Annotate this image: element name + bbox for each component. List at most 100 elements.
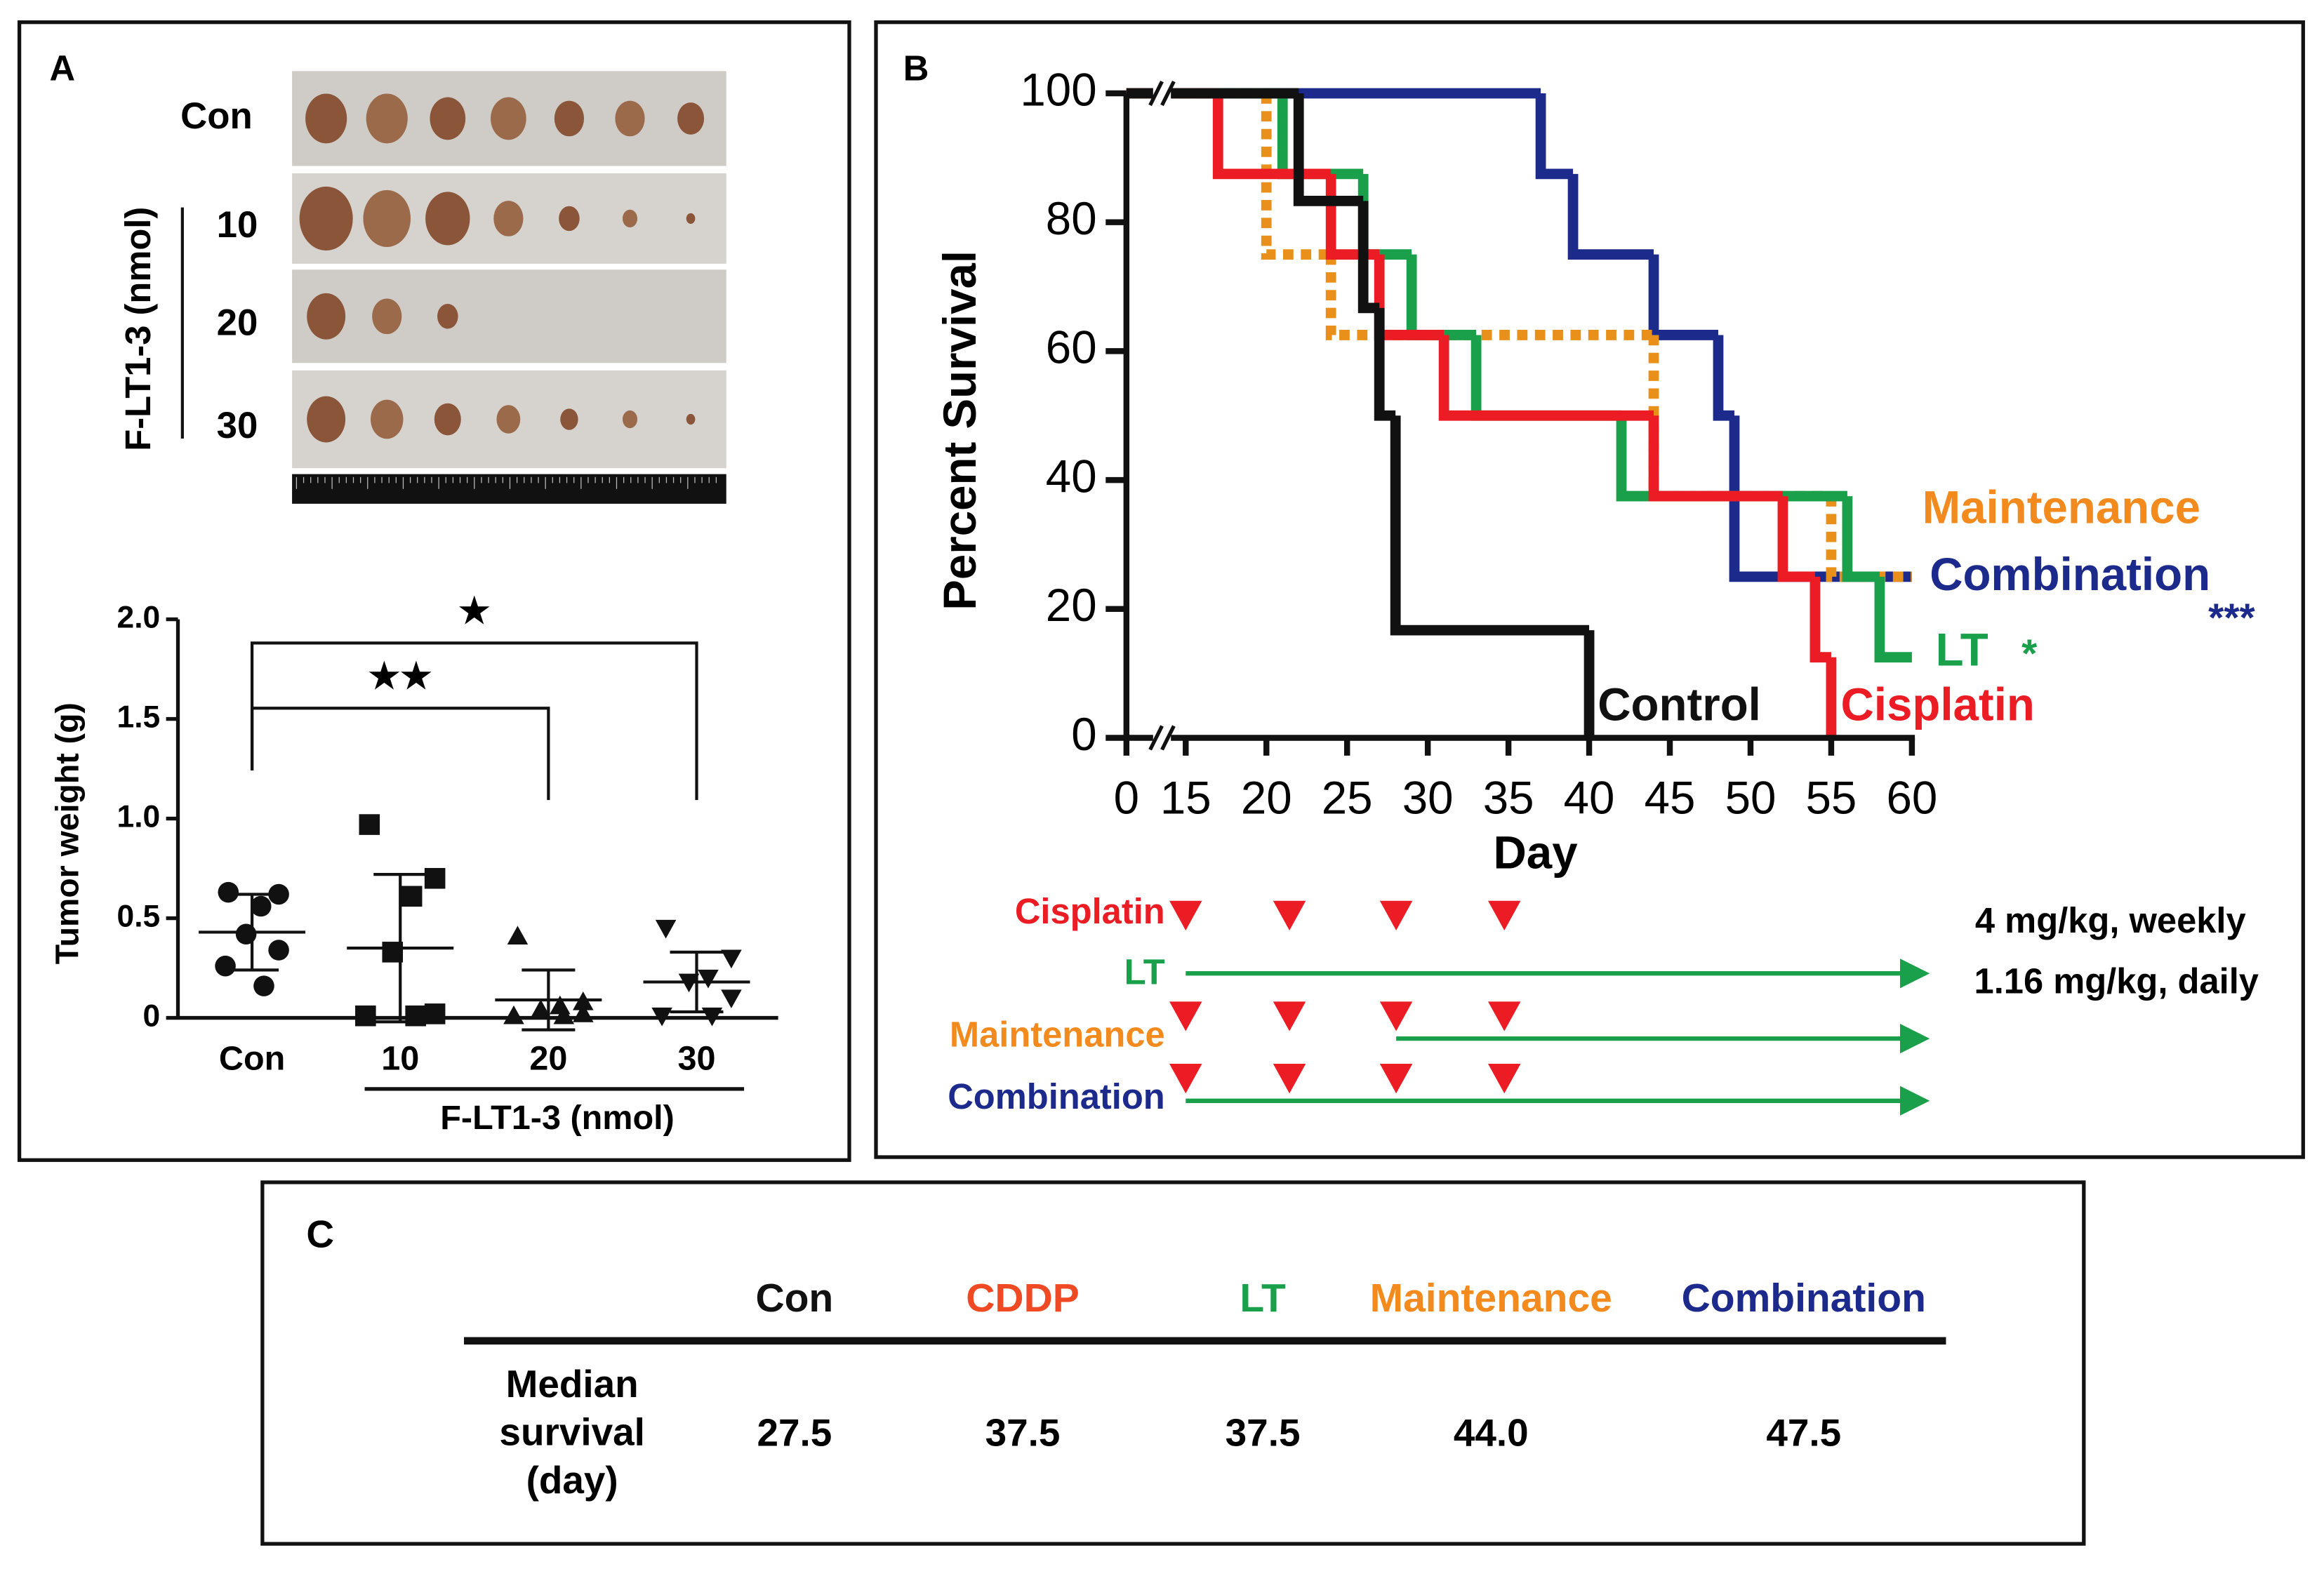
significance-label: * [2021,631,2038,676]
dose-arrow [1273,1064,1306,1094]
tumor [372,298,402,335]
x-tick-label: 45 [1645,773,1696,824]
schedule-label: Combination [948,1076,1165,1116]
panel-a-frame [17,20,851,1162]
survival-step [1713,335,1734,421]
dose-arrow [1488,1064,1521,1094]
dose-arrow [1169,900,1202,930]
table-cell: 44.0 [1454,1410,1529,1454]
panel-label: C [306,1213,334,1256]
schedule-note: 1.16 mg/kg, daily [1974,961,2259,1001]
tumor [615,100,645,137]
x-tick-label: 0 [1114,773,1139,824]
tumor [305,93,347,144]
schedule-note: 4 mg/kg, weekly [1975,900,2246,940]
y-tick-label: 100 [1020,64,1096,115]
survival-step [1357,201,1380,314]
tumor [491,97,526,140]
data-point [359,814,380,835]
x-tick-label: 20 [1241,773,1292,824]
panel-label: B [903,48,929,88]
tumor [554,100,585,137]
series-label: Cisplatin [1841,679,2035,730]
x-tick-label: 30 [1402,773,1454,824]
survival-step [1374,307,1396,421]
data-point [250,895,272,917]
tumor [496,405,521,434]
data-point [401,886,423,907]
y-axis-label: Percent Survival [934,251,985,610]
dose-arrow [1273,1001,1306,1031]
data-point [530,999,552,1019]
x-tick-label: 15 [1160,773,1211,824]
axis-break [1148,80,1176,107]
data-point [721,989,742,1008]
y-tick-label: 0 [143,999,161,1033]
x-tick-label: 55 [1806,773,1857,824]
schedule-label: Cisplatin [1015,891,1165,931]
survival-step [1567,173,1654,260]
y-tick-label: 1.5 [117,700,161,734]
ruler [292,474,726,504]
tumor [686,213,696,225]
tumor [560,408,578,430]
significance-label: ★★ [368,655,432,695]
table-header: LT [1240,1276,1286,1321]
tumor [299,186,353,251]
series-label: Control [1598,679,1761,730]
y-tick-label: 0 [1071,709,1096,760]
survival-step [1261,93,1332,260]
data-point [218,881,239,903]
y-tick-label: 2.0 [117,600,161,634]
survival-step [1777,496,1815,582]
survival-step [1874,576,1912,663]
survival-step [1293,93,1364,206]
survival-step [1390,415,1590,636]
table-cell: 37.5 [985,1410,1061,1454]
dose-arrow [1379,900,1413,930]
significance-bracket [250,641,698,801]
y-tick-label: 0.5 [117,899,161,933]
table-cell: 47.5 [1766,1410,1841,1454]
dose-arrow [1169,1001,1202,1031]
tumor [493,201,524,236]
table-cell: 37.5 [1226,1410,1301,1454]
dose-arrow [1488,900,1521,930]
y-axis-label: Tumor weight (g) [49,702,86,964]
x-tick-label: 25 [1322,773,1373,824]
data-point [503,1005,524,1024]
survival-step [1810,576,1831,663]
tumor [434,403,461,436]
tumor [307,396,346,443]
x-tick-label: 35 [1483,773,1534,824]
tumor [366,93,408,144]
data-point [424,1003,446,1024]
data-point [253,975,274,996]
survival-step [1842,496,1880,582]
significance-label: ★ [458,591,490,631]
dose-arrow [1379,1064,1413,1094]
tumor [363,189,411,247]
data-point [553,1005,575,1024]
treatment-arrowhead [1899,1086,1930,1116]
dose-arrow [1169,1064,1202,1094]
tumor [370,399,404,439]
dose-arrow [1379,1001,1413,1031]
treatment-arrowhead [1899,959,1930,989]
tumor [622,410,638,429]
x-tick-label: 60 [1886,773,1937,824]
schedule-label: LT [1124,952,1165,992]
photo-row [292,269,726,363]
x-tick-label: 50 [1725,773,1777,824]
data-point [507,926,529,944]
panel-label: A [50,48,76,88]
data-point [572,1003,594,1022]
data-point [698,969,719,989]
survival-step [1535,93,1574,180]
data-point [721,949,742,969]
tumor [559,206,580,232]
table-header: Con [755,1276,833,1321]
survival-step [1826,496,1912,582]
